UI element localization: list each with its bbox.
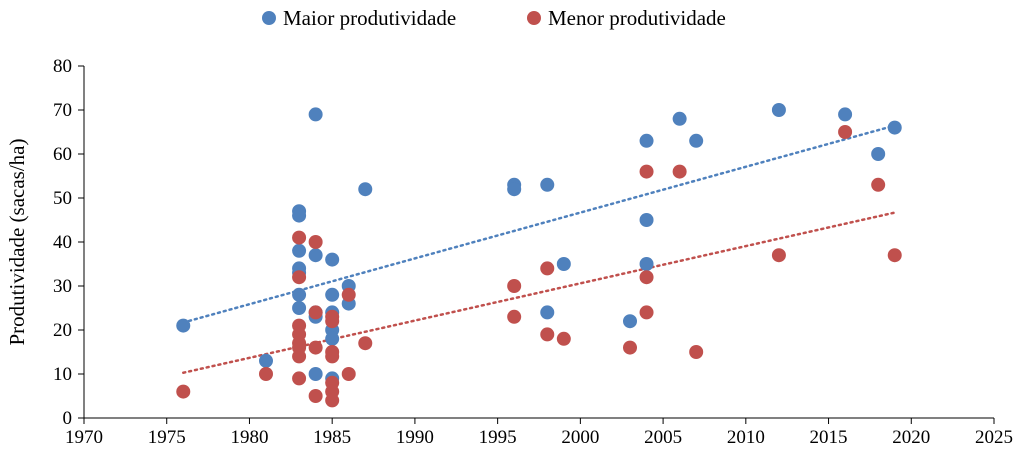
data-point-series-0: [672, 111, 687, 126]
data-point-series-1: [308, 340, 323, 355]
data-point-series-1: [308, 389, 323, 403]
data-point-series-0: [507, 182, 522, 197]
data-point-series-0: [639, 257, 654, 271]
data-point-series-1: [540, 327, 555, 342]
data-point-series-1: [639, 164, 654, 179]
legend-item-menor: Menor produtividade: [527, 6, 726, 30]
axes: 1970 1975 1980 1985 1990 1995 2000 2005 2010 2015…: [53, 56, 1013, 448]
data-point-series-1: [325, 314, 340, 329]
x-tick-label: 2005: [644, 427, 682, 448]
data-point-series-1: [672, 164, 687, 179]
data-point-series-0: [639, 213, 654, 227]
x-tick-label: 2020: [892, 427, 930, 448]
y-tick-label: 0: [63, 408, 73, 429]
data-point-series-0: [639, 133, 654, 148]
data-point-series-1: [887, 248, 902, 263]
data-point-series-0: [623, 314, 637, 329]
x-tick-label: 1980: [230, 427, 268, 448]
y-tick-label: 60: [53, 144, 72, 165]
data-point-series-1: [292, 371, 307, 386]
data-point-series-1: [176, 384, 191, 399]
y-axis-title: Produtividade (sacas/ha): [5, 138, 29, 345]
legend-marker-menor: [527, 11, 541, 25]
trendlines: [182, 124, 896, 374]
data-point-series-1: [308, 235, 323, 249]
x-tick-label: 2010: [727, 427, 765, 448]
data-point-series-1: [341, 367, 356, 381]
data-point-series-1: [771, 248, 786, 263]
data-point-series-1: [507, 309, 522, 324]
data-point-series-0: [838, 107, 853, 122]
data-point-series-0: [325, 252, 340, 267]
data-point-series-1: [639, 305, 654, 320]
x-tick-label: 2025: [975, 427, 1013, 448]
x-tick-label: 1985: [313, 427, 351, 448]
data-point-series-1: [259, 367, 273, 381]
data-point-series-0: [292, 208, 307, 223]
data-point-series-1: [325, 393, 340, 408]
x-tick-label: 1995: [479, 427, 517, 448]
data-point-series-1: [507, 279, 522, 293]
data-point-series-0: [540, 177, 555, 192]
data-point-series-1: [292, 230, 307, 245]
data-point-series-1: [308, 305, 323, 320]
y-tick-label: 10: [53, 364, 72, 385]
y-tick-label: 50: [53, 188, 72, 209]
data-point-series-0: [176, 318, 191, 333]
data-point-series-0: [540, 305, 555, 320]
data-point-series-1: [341, 287, 356, 302]
y-tick-label: 80: [53, 56, 72, 77]
data-point-series-1: [838, 125, 853, 139]
data-point-series-1: [292, 270, 307, 285]
data-point-series-0: [292, 243, 307, 258]
data-point-series-0: [325, 331, 340, 346]
data-point-series-1: [639, 270, 654, 285]
data-point-series-1: [292, 349, 307, 364]
y-tick-label: 70: [53, 100, 72, 121]
x-tick-label: 1975: [148, 427, 186, 448]
y-tick-label: 40: [53, 232, 72, 253]
y-tick-label: 20: [53, 320, 72, 341]
data-point-series-0: [308, 107, 323, 122]
data-point-series-1: [871, 177, 886, 192]
data-point-series-0: [325, 287, 340, 302]
data-point-series-1: [358, 336, 373, 351]
data-point-series-1: [689, 345, 704, 359]
data-point-series-0: [556, 257, 571, 271]
data-point-series-0: [771, 103, 786, 117]
y-tick-label: 30: [53, 276, 72, 297]
x-tick-label: 1990: [396, 427, 434, 448]
legend-label-maior: Maior produtividade: [283, 6, 456, 30]
data-point-series-0: [308, 248, 323, 263]
data-point-series-0: [308, 367, 323, 381]
legend: Maior produtividade Menor produtividade: [262, 6, 726, 30]
data-point-series-1: [623, 340, 637, 355]
legend-item-maior: Maior produtividade: [262, 6, 456, 30]
x-tick-label: 2015: [810, 427, 848, 448]
data-point-series-0: [292, 301, 307, 315]
legend-marker-maior: [262, 11, 276, 25]
data-point-series-0: [871, 147, 886, 161]
x-tick-label: 2000: [561, 427, 599, 448]
trendline-series-0: [182, 124, 896, 324]
data-point-series-0: [292, 287, 307, 302]
legend-label-menor: Menor produtividade: [548, 6, 726, 30]
data-point-series-1: [540, 261, 555, 276]
data-point-series-0: [887, 120, 902, 135]
data-point-series-0: [689, 133, 704, 148]
data-point-series-1: [556, 331, 571, 346]
data-point-series-0: [259, 353, 273, 368]
x-tick-label: 1970: [65, 427, 103, 448]
data-point-series-0: [358, 182, 373, 197]
data-points: [176, 103, 902, 408]
data-point-series-1: [325, 349, 340, 364]
